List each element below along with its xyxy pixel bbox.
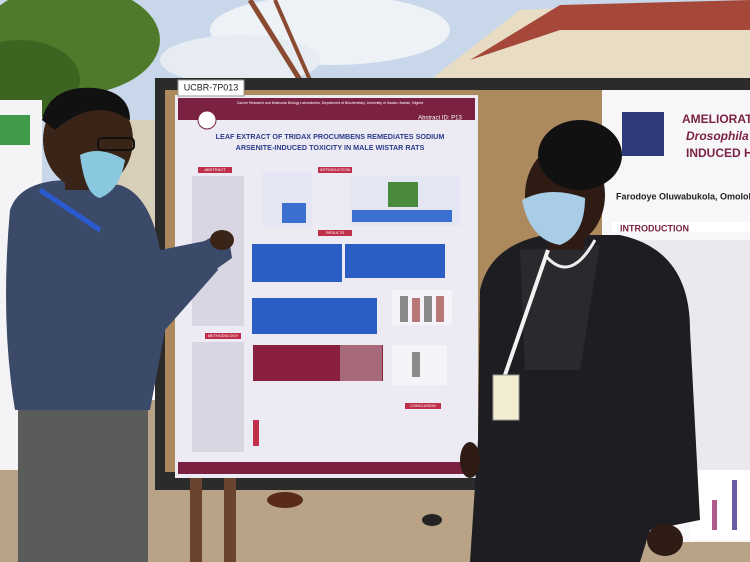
section-tag (205, 333, 241, 339)
accent-bar (253, 420, 259, 446)
woman-hand (647, 524, 683, 556)
person-leg (224, 478, 236, 562)
bar (412, 298, 420, 322)
poster-footer (178, 462, 475, 474)
abstract-id: Abstract ID: P13 (418, 116, 462, 122)
man-shirt (6, 180, 218, 410)
photo-inset (388, 182, 418, 207)
diagram-box (282, 203, 306, 223)
right-poster-section: INTRODUCTION (620, 223, 689, 233)
section-tag (405, 403, 441, 409)
table (252, 244, 342, 282)
woman-necklace (543, 239, 597, 269)
man-trousers (18, 390, 148, 562)
bar (412, 352, 420, 377)
woman-badge (492, 374, 520, 421)
table (345, 244, 445, 278)
section-heading: METHODOLOGY (208, 334, 238, 338)
poster-header-band (178, 98, 475, 120)
left-poster-logo (0, 115, 30, 145)
right-poster-title: AMELIORATIVE ROL (682, 112, 750, 126)
table (252, 298, 377, 334)
section-tag (198, 167, 232, 173)
bar (712, 500, 717, 530)
diagram-boxes (352, 210, 452, 222)
section-tag (318, 230, 352, 236)
bar (436, 296, 444, 322)
man-glasses (97, 137, 135, 151)
frame-pole (247, 0, 303, 82)
woman-hand (460, 442, 480, 478)
right-poster-title: Drosophila melano (686, 129, 750, 143)
man-mask (80, 151, 125, 198)
woman-hair (538, 120, 622, 190)
man-hair (42, 87, 130, 130)
bar (400, 296, 408, 322)
section-heading: CONCLUSION (410, 404, 436, 408)
section-tag (318, 167, 352, 173)
section-heading: INTRODUCTION (320, 167, 351, 172)
poster-header: Cancer Research and Molecular Biology La… (237, 101, 424, 105)
poster-logo (197, 110, 217, 130)
bar (732, 480, 737, 530)
right-poster-section-bg (612, 222, 750, 232)
section-heading: ABSTRACT (204, 167, 226, 172)
man-lanyard (38, 187, 102, 233)
section-heading: RESULTS (326, 230, 344, 235)
text-column (192, 342, 244, 452)
right-poster-title: INDUCED HYPERC (686, 146, 750, 160)
roof (470, 0, 750, 60)
frame-pole (273, 0, 312, 81)
histology-image (340, 345, 382, 381)
woman-lanyard (503, 249, 550, 376)
poster-title: ARSENITE-INDUCED TOXICITY IN MALE WISTAR… (236, 143, 425, 152)
right-poster-authors: Farodoye Oluwabukola, Omolola A. (616, 191, 750, 201)
shoe (267, 492, 303, 508)
woman-mask (522, 191, 585, 245)
man-arm (150, 232, 232, 320)
shoe (422, 514, 442, 526)
poster-label: UCBR-7P013 (184, 82, 239, 92)
poster-title: LEAF EXTRACT OF TRIDAX PROCUMBENS REMEDI… (216, 132, 445, 141)
bar (424, 296, 432, 322)
right-poster-chart (690, 470, 750, 540)
right-poster-crest (622, 112, 664, 156)
poster-label-box (177, 79, 245, 97)
man-hand (210, 230, 234, 250)
person-leg (190, 478, 202, 562)
